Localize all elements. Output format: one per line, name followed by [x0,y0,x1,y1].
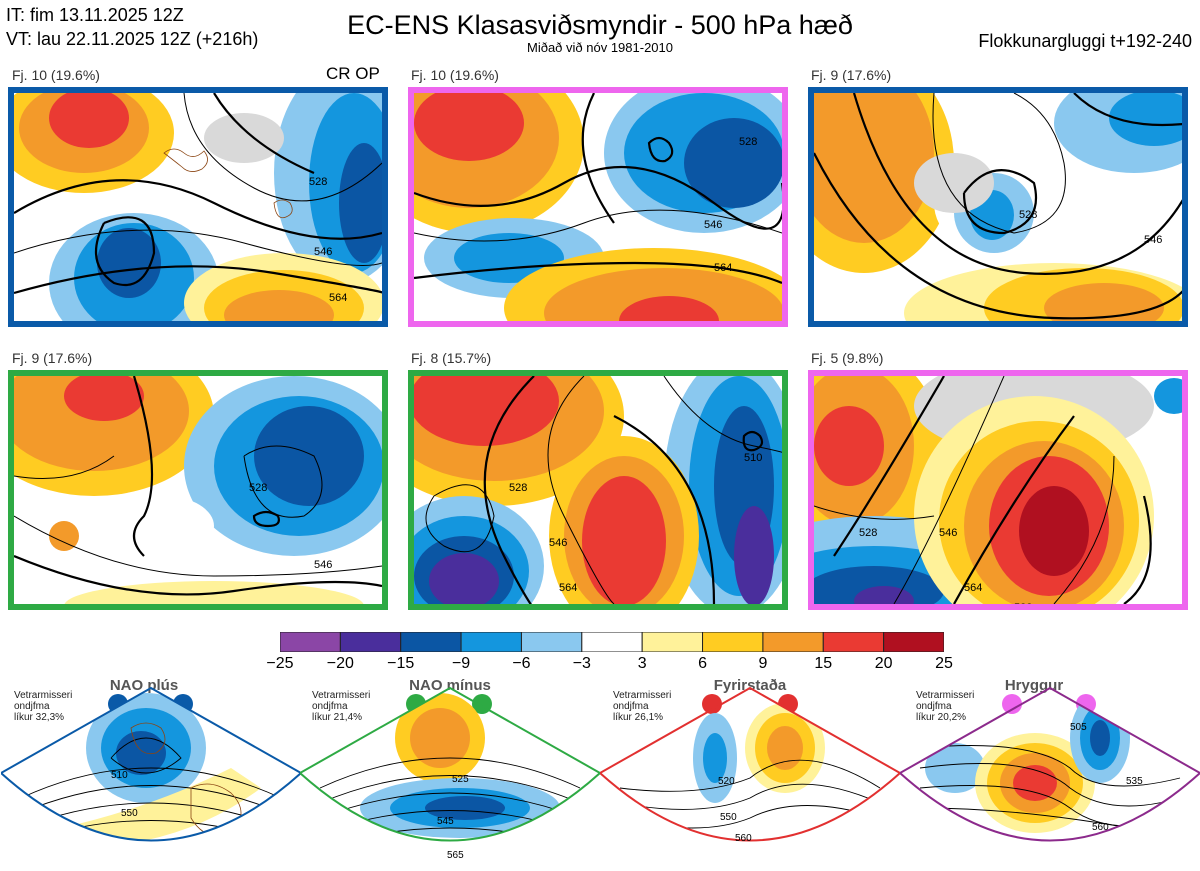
colorbar-swatch [339,632,402,652]
contour-label: 564 [329,292,347,304]
contour-label: 550 [720,812,737,823]
initial-time: IT: fim 13.11.2025 12Z [6,5,184,25]
cluster-map-6-field: 528 546 564 582 [814,376,1182,604]
contour-label: 546 [549,537,567,549]
colorbar-swatch [280,632,341,652]
colorbar-swatch [822,632,885,652]
colorbar-tick-label: 9 [758,655,768,672]
contour-label: 535 [1126,776,1143,787]
regime-marker-dot [702,694,722,714]
colorbar-tick-label: 20 [874,655,893,672]
colorbar-swatch [641,632,704,652]
contour-label: 565 [447,850,464,861]
contour-label: 528 [509,482,527,494]
contour-label: 505 [1070,722,1087,733]
colorbar-swatch [460,632,522,652]
contour-label: 520 [718,776,735,787]
contour-label: 564 [964,582,982,594]
contour-label: 528 [859,527,877,539]
regime-marker-dot [1002,694,1022,714]
colorbar-tick-label: −3 [572,655,591,672]
contour-label: 546 [939,527,957,539]
colorbar-tick-label: −25 [266,655,294,672]
page-title: EC-ENS Klasasviðsmyndir - 500 hPa hæð [347,10,853,40]
contour-label: 546 [704,219,722,231]
climate-reference: Miðað við nóv 1981-2010 [527,40,673,55]
contour-label: 545 [437,816,454,827]
panel-label: Fj. 5 (9.8%) [811,350,884,366]
cluster-map-2-field: 528 546 564 [414,93,782,321]
valid-time: VT: lau 22.11.2025 12Z (+216h) [6,29,259,49]
regime-map-ridge: 505 535 560 [900,686,1200,842]
regime-info: Vetrarmisseri ondjfma líkur 20,2% [916,690,975,723]
contour-label: 546 [314,246,332,258]
regime-info: Vetrarmisseri ondjfma líkur 21,4% [312,690,371,723]
contour-label: 510 [111,770,128,781]
regime-map-nao-plus: 510 550 [1,686,301,842]
panel-label: Fj. 10 (19.6%) [411,67,499,83]
contour-label: 560 [1092,822,1109,833]
panel-label: Fj. 10 (19.6%) [12,67,100,83]
cluster-map-6[interactable]: 528 546 564 582 [808,370,1188,610]
cluster-map-1[interactable]: 528 546 564 [8,87,388,327]
contour-label: 546 [314,559,332,571]
colorbar-swatch [520,632,583,652]
regime-name: NAO mínus [409,677,491,694]
colorbar-tick-label: −6 [512,655,531,672]
cluster-map-1-field: 528 546 564 [14,93,382,321]
colorbar-tick-label: 3 [637,655,647,672]
contour-label: 550 [121,808,138,819]
colorbar-tick-label: 6 [698,655,707,672]
regime-name: NAO plús [109,677,179,694]
colorbar-swatch [400,632,462,652]
colorbar-swatch [883,632,944,652]
regime-map-nao-minus: 525 545 565 [300,686,600,861]
contour-label: 510 [744,452,762,464]
cluster-map-5-field: 510 528 546 564 [414,376,782,604]
cr-op-label: CR OP [326,64,380,83]
contour-label: 528 [249,482,267,494]
cluster-map-4[interactable]: 528 546 564 [8,370,388,610]
contour-label: 546 [1144,234,1162,246]
panel-label: Fj. 9 (17.6%) [811,67,892,83]
colorbar-tick-label: −9 [451,655,471,672]
regime-info: Vetrarmisseri ondjfma líkur 32,3% [14,690,73,723]
contour-label: 560 [735,833,752,844]
colorbar-tick-label: −15 [387,655,415,672]
regime-name: Fyrirstaða [713,677,787,694]
panel-label: Fj. 8 (15.7%) [411,350,492,366]
colorbar-tick-label: 25 [935,655,953,672]
regime-info: Vetrarmisseri ondjfma líkur 26,1% [613,690,672,723]
clustering-window: Flokkunargluggi t+192-240 [978,31,1192,51]
colorbar-swatch [762,632,824,652]
colorbar-swatch [581,632,643,652]
colorbar-tick-label: 15 [814,655,833,672]
colorbar-swatch [702,632,764,652]
panel-label: Fj. 9 (17.6%) [12,350,93,366]
colorbar [280,632,944,652]
contour-label: 564 [714,262,732,274]
cluster-map-3[interactable]: 528 546 564 [808,87,1188,327]
contour-label: 525 [452,774,469,785]
colorbar-tick-label: −20 [326,655,354,672]
cluster-map-2[interactable]: 528 546 564 [408,87,788,327]
cluster-map-3-field: 528 546 564 [814,93,1182,321]
regime-map-blocking: 520 550 560 [600,686,900,844]
contour-label: 582 [1014,602,1032,604]
contour-label: 528 [1019,209,1037,221]
contour-label: 528 [309,176,327,188]
cluster-map-4-field: 528 546 564 [14,376,382,604]
contour-label: 564 [559,582,577,594]
cluster-map-5[interactable]: 510 528 546 564 [408,370,788,610]
contour-label: 528 [739,136,757,148]
